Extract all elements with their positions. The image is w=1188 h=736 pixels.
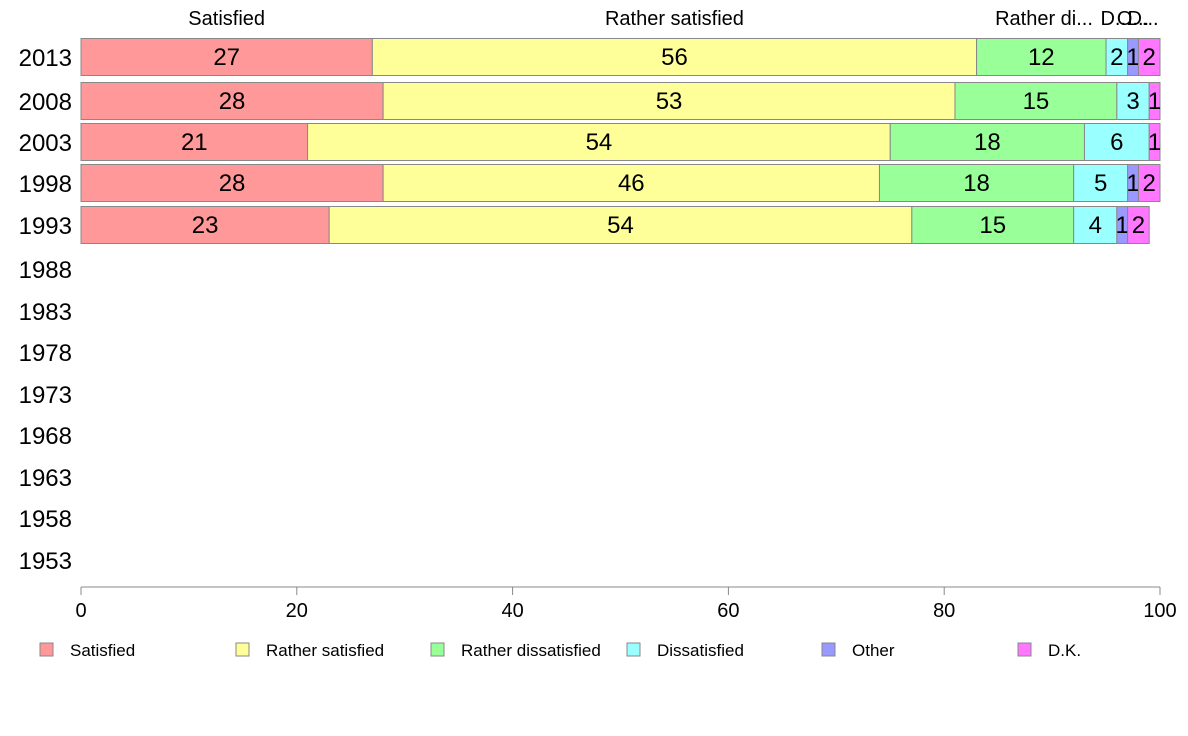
series-header-label: O... — [1117, 8, 1149, 30]
y-axis-tick-labels: 2013 2008 2003 1998 1993 1988 1983 1978 1973 1968… — [19, 45, 72, 575]
data-label: 23 — [192, 212, 219, 239]
y-tick-label: 1988 — [19, 257, 72, 284]
legend-label: Other — [852, 641, 895, 660]
bar-segment — [1137, 38, 1161, 76]
bar-segment — [911, 206, 1075, 244]
data-label: 15 — [1023, 88, 1050, 115]
bar-segment — [1083, 123, 1150, 161]
data-label: 12 — [1028, 44, 1055, 71]
data-label: 1 — [1126, 170, 1139, 197]
data-label: 6 — [1110, 129, 1123, 156]
data-label: 2 — [1132, 212, 1145, 239]
data-label: 2 — [1143, 170, 1156, 197]
data-label: 2 — [1110, 44, 1123, 71]
bar-segment — [307, 123, 891, 161]
bar-segment — [1116, 82, 1150, 120]
x-tick-label: 0 — [75, 600, 86, 622]
bar-segment — [878, 164, 1075, 202]
bar-segment — [80, 123, 309, 161]
bar-segment — [1148, 82, 1161, 120]
data-label: 18 — [963, 170, 990, 197]
y-tick-label: 2013 — [19, 45, 72, 72]
legend-label: Rather dissatisfied — [461, 641, 601, 660]
data-label: 53 — [656, 88, 683, 115]
y-tick-label: 1973 — [19, 382, 72, 409]
legend-swatch — [1017, 642, 1032, 657]
x-tick-label: 60 — [717, 600, 739, 622]
x-tick-label: 80 — [933, 600, 955, 622]
series-header-labels: Satisfied Rather satisfied Rather di... D..… — [188, 8, 1158, 30]
bar-segment — [1148, 123, 1161, 161]
bar-segment — [80, 82, 384, 120]
y-tick-label: 1998 — [19, 171, 72, 198]
legend-swatch — [39, 642, 54, 657]
data-label: 21 — [181, 129, 208, 156]
x-tick-label: 40 — [501, 600, 523, 622]
bar-segment — [382, 164, 880, 202]
data-label: 1 — [1116, 212, 1129, 239]
bar-segment — [889, 123, 1085, 161]
bar-segment — [1073, 164, 1129, 202]
legend-label: D.K. — [1048, 641, 1081, 660]
bar-segment — [80, 164, 384, 202]
legend-label: Dissatisfied — [657, 641, 744, 660]
bar-segment — [1127, 206, 1150, 244]
data-label: 27 — [213, 44, 240, 71]
legend-swatch — [430, 642, 445, 657]
y-tick-label: 1968 — [19, 423, 72, 450]
data-label: 56 — [661, 44, 688, 71]
series-header-label: Rather di... — [995, 8, 1093, 30]
series-header-label: Rather satisfied — [605, 8, 744, 30]
data-label: 54 — [586, 129, 613, 156]
bar-area: 27 56 12 2 1 228 53 15 3 121 54 18 6 128 46 18 5 1 223 54 15… — [80, 38, 1161, 244]
y-tick-label: 1953 — [19, 548, 72, 575]
data-label: 28 — [219, 170, 246, 197]
x-axis: 0 20 40 60 80 100 — [75, 586, 1177, 622]
data-label: 2 — [1143, 44, 1156, 71]
y-tick-label: 1993 — [19, 213, 72, 240]
data-label: 3 — [1126, 88, 1139, 115]
bar-segment — [954, 82, 1118, 120]
x-tick-label: 100 — [1143, 600, 1176, 622]
x-tick-label: 20 — [286, 600, 308, 622]
legend-label: Satisfied — [70, 641, 135, 660]
data-label: 1 — [1126, 44, 1139, 71]
data-label: 1 — [1148, 88, 1161, 115]
data-label: 4 — [1089, 212, 1102, 239]
legend-swatch — [821, 642, 836, 657]
series-header-label: Satisfied — [188, 8, 265, 30]
bar-segment — [80, 38, 373, 76]
data-label: 1 — [1148, 129, 1161, 156]
legend: Satisfied Rather satisfied Rather dissatis… — [39, 641, 1081, 660]
bar-segment — [382, 82, 956, 120]
data-label: 15 — [979, 212, 1006, 239]
y-tick-label: 1983 — [19, 299, 72, 326]
bar-segment — [1137, 164, 1161, 202]
y-tick-label: 2003 — [19, 130, 72, 157]
y-tick-label: 2008 — [19, 89, 72, 116]
data-label: 54 — [607, 212, 634, 239]
y-tick-label: 1963 — [19, 465, 72, 492]
series-header-label: D... — [1100, 8, 1131, 30]
legend-swatch — [235, 642, 250, 657]
legend-swatch — [626, 642, 641, 657]
data-label: 46 — [618, 170, 645, 197]
series-header-label: D... — [1127, 8, 1158, 30]
data-label: 18 — [974, 129, 1001, 156]
legend-label: Rather satisfied — [266, 641, 384, 660]
y-tick-label: 1978 — [19, 340, 72, 367]
data-label: 5 — [1094, 170, 1107, 197]
y-tick-label: 1958 — [19, 506, 72, 533]
bar-segment — [976, 38, 1107, 76]
data-label: 28 — [219, 88, 246, 115]
